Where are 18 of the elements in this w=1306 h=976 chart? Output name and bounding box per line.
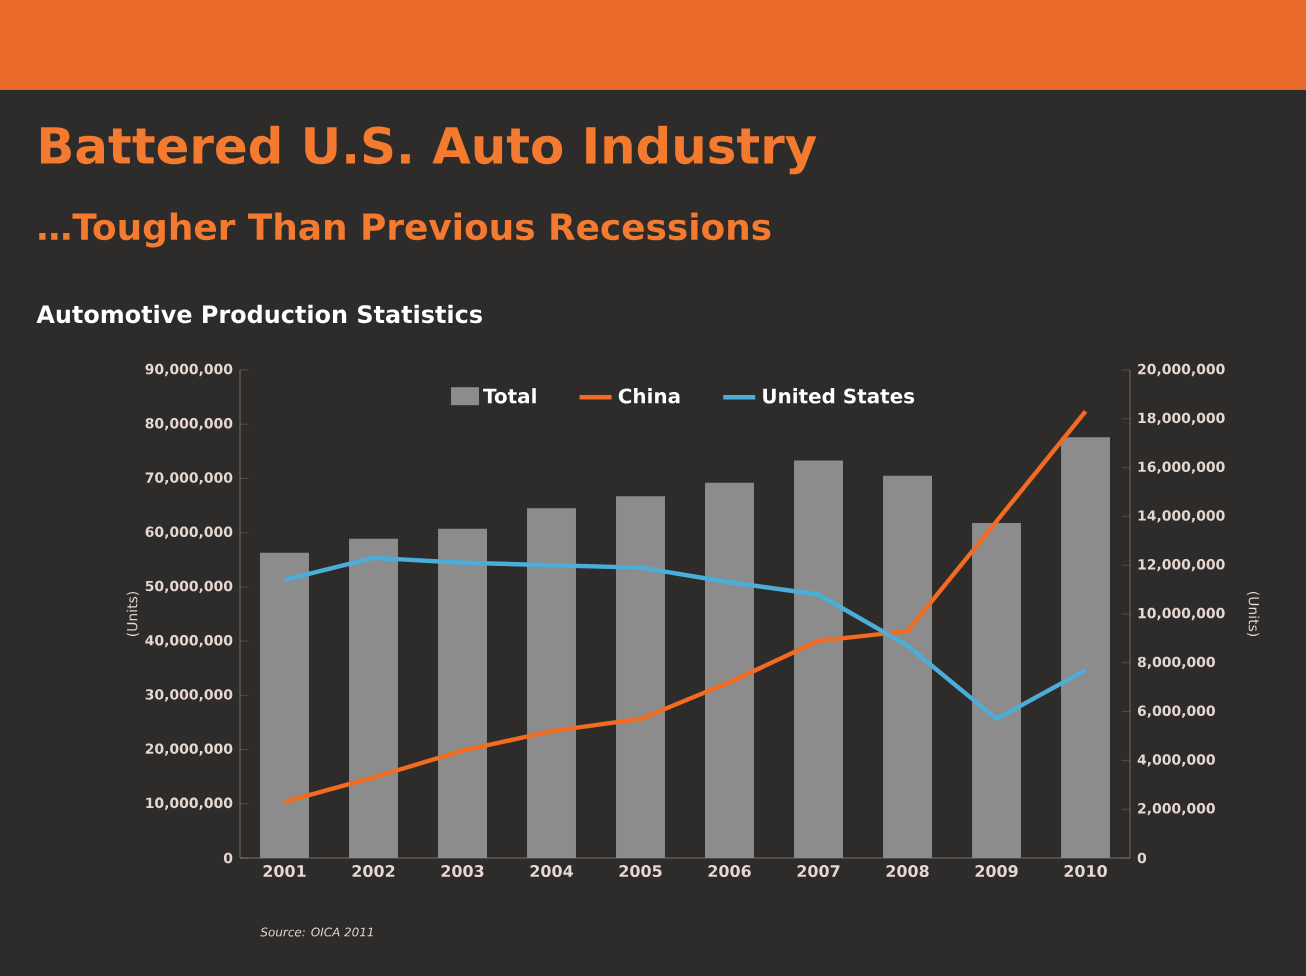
- bar: [883, 475, 932, 858]
- chart-title: Battered U.S. Auto Industry: [40, 125, 817, 175]
- chart-subtitle: …Tougher Than Previous Recessions: [39, 212, 771, 248]
- text: Automotive Production Statistics: [36, 304, 482, 324]
- bar: [527, 508, 576, 858]
- bar: [705, 482, 754, 858]
- line-series: [282, 555, 1088, 722]
- legend-label: Total: [483, 388, 536, 404]
- bar: [972, 522, 1021, 858]
- legend-label: China: [618, 388, 680, 404]
- line-series: [282, 409, 1088, 805]
- bar: [349, 538, 398, 858]
- bar: [1061, 437, 1110, 858]
- legend-label: United States: [763, 388, 915, 404]
- bar: [794, 460, 843, 858]
- bar: [438, 528, 487, 858]
- bar: [260, 552, 309, 858]
- bar: [616, 496, 665, 858]
